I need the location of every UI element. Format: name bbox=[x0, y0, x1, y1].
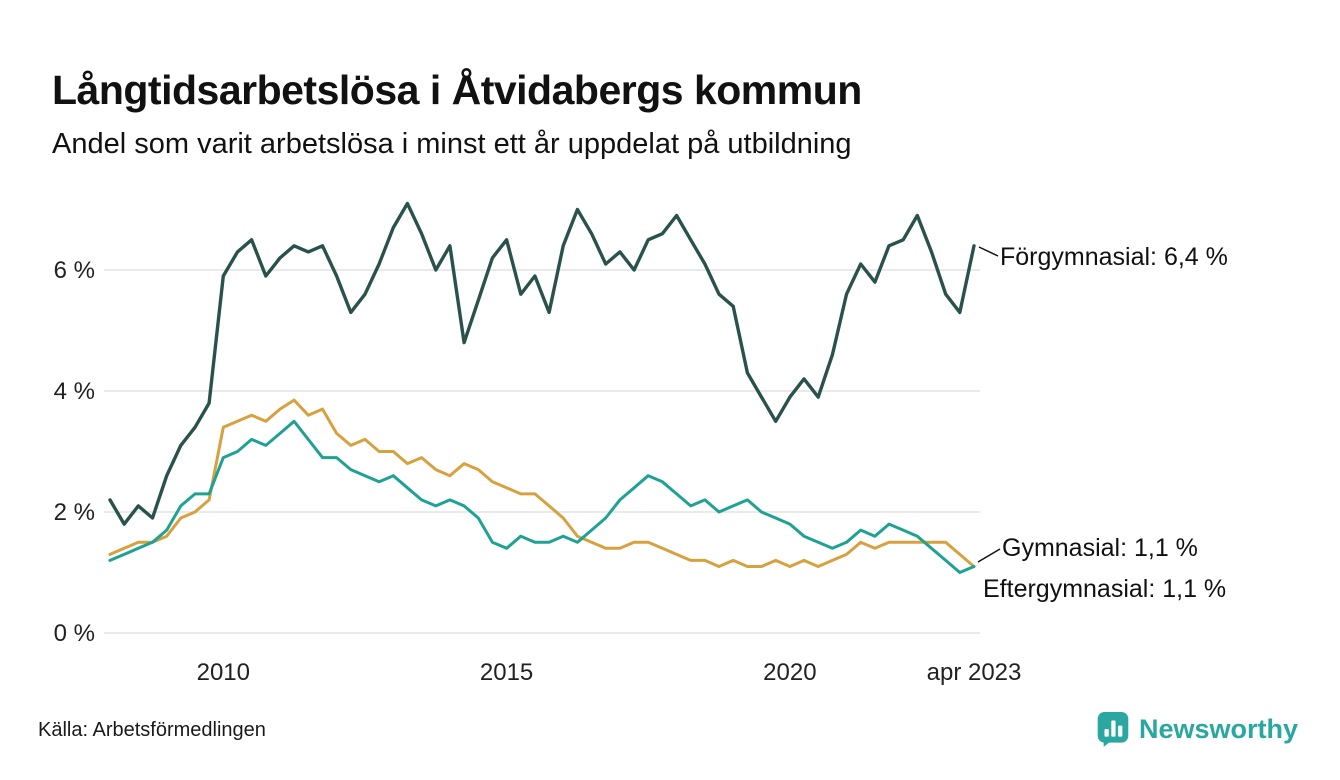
series-label-forgymnasial: Förgymnasial: 6,4 % bbox=[1000, 243, 1228, 271]
x-tick-label: apr 2023 bbox=[927, 659, 1022, 686]
series-line-eftergymnasial bbox=[108, 419, 976, 574]
page-title: Långtidsarbetslösa i Åtvidabergs kommun bbox=[52, 67, 862, 114]
x-tick-label: 2010 bbox=[197, 659, 250, 686]
y-tick-label: 6 % bbox=[54, 257, 95, 284]
series-line-gymnasial bbox=[108, 398, 976, 568]
label-connector bbox=[978, 246, 999, 257]
brand-name: Newsworthy bbox=[1138, 713, 1298, 744]
source-note: Källa: Arbetsförmedlingen bbox=[38, 719, 266, 741]
y-tick-label: 2 % bbox=[54, 499, 95, 526]
label-connector bbox=[977, 548, 1001, 563]
page-subtitle: Andel som varit arbetslösa i minst ett å… bbox=[52, 128, 852, 160]
series-label-gymnasial: Gymnasial: 1,1 % bbox=[1002, 534, 1198, 562]
brand-logo: Newsworthy bbox=[1096, 710, 1298, 748]
newsworthy-icon bbox=[1097, 712, 1129, 747]
x-tick-label: 2020 bbox=[763, 659, 816, 686]
series-line-förgymnasial bbox=[108, 201, 976, 526]
y-tick-label: 0 % bbox=[54, 620, 95, 647]
y-tick-label: 4 % bbox=[54, 378, 95, 405]
x-tick-label: 2015 bbox=[480, 659, 533, 686]
series-label-eftergymnasial: Eftergymnasial: 1,1 % bbox=[983, 575, 1227, 603]
